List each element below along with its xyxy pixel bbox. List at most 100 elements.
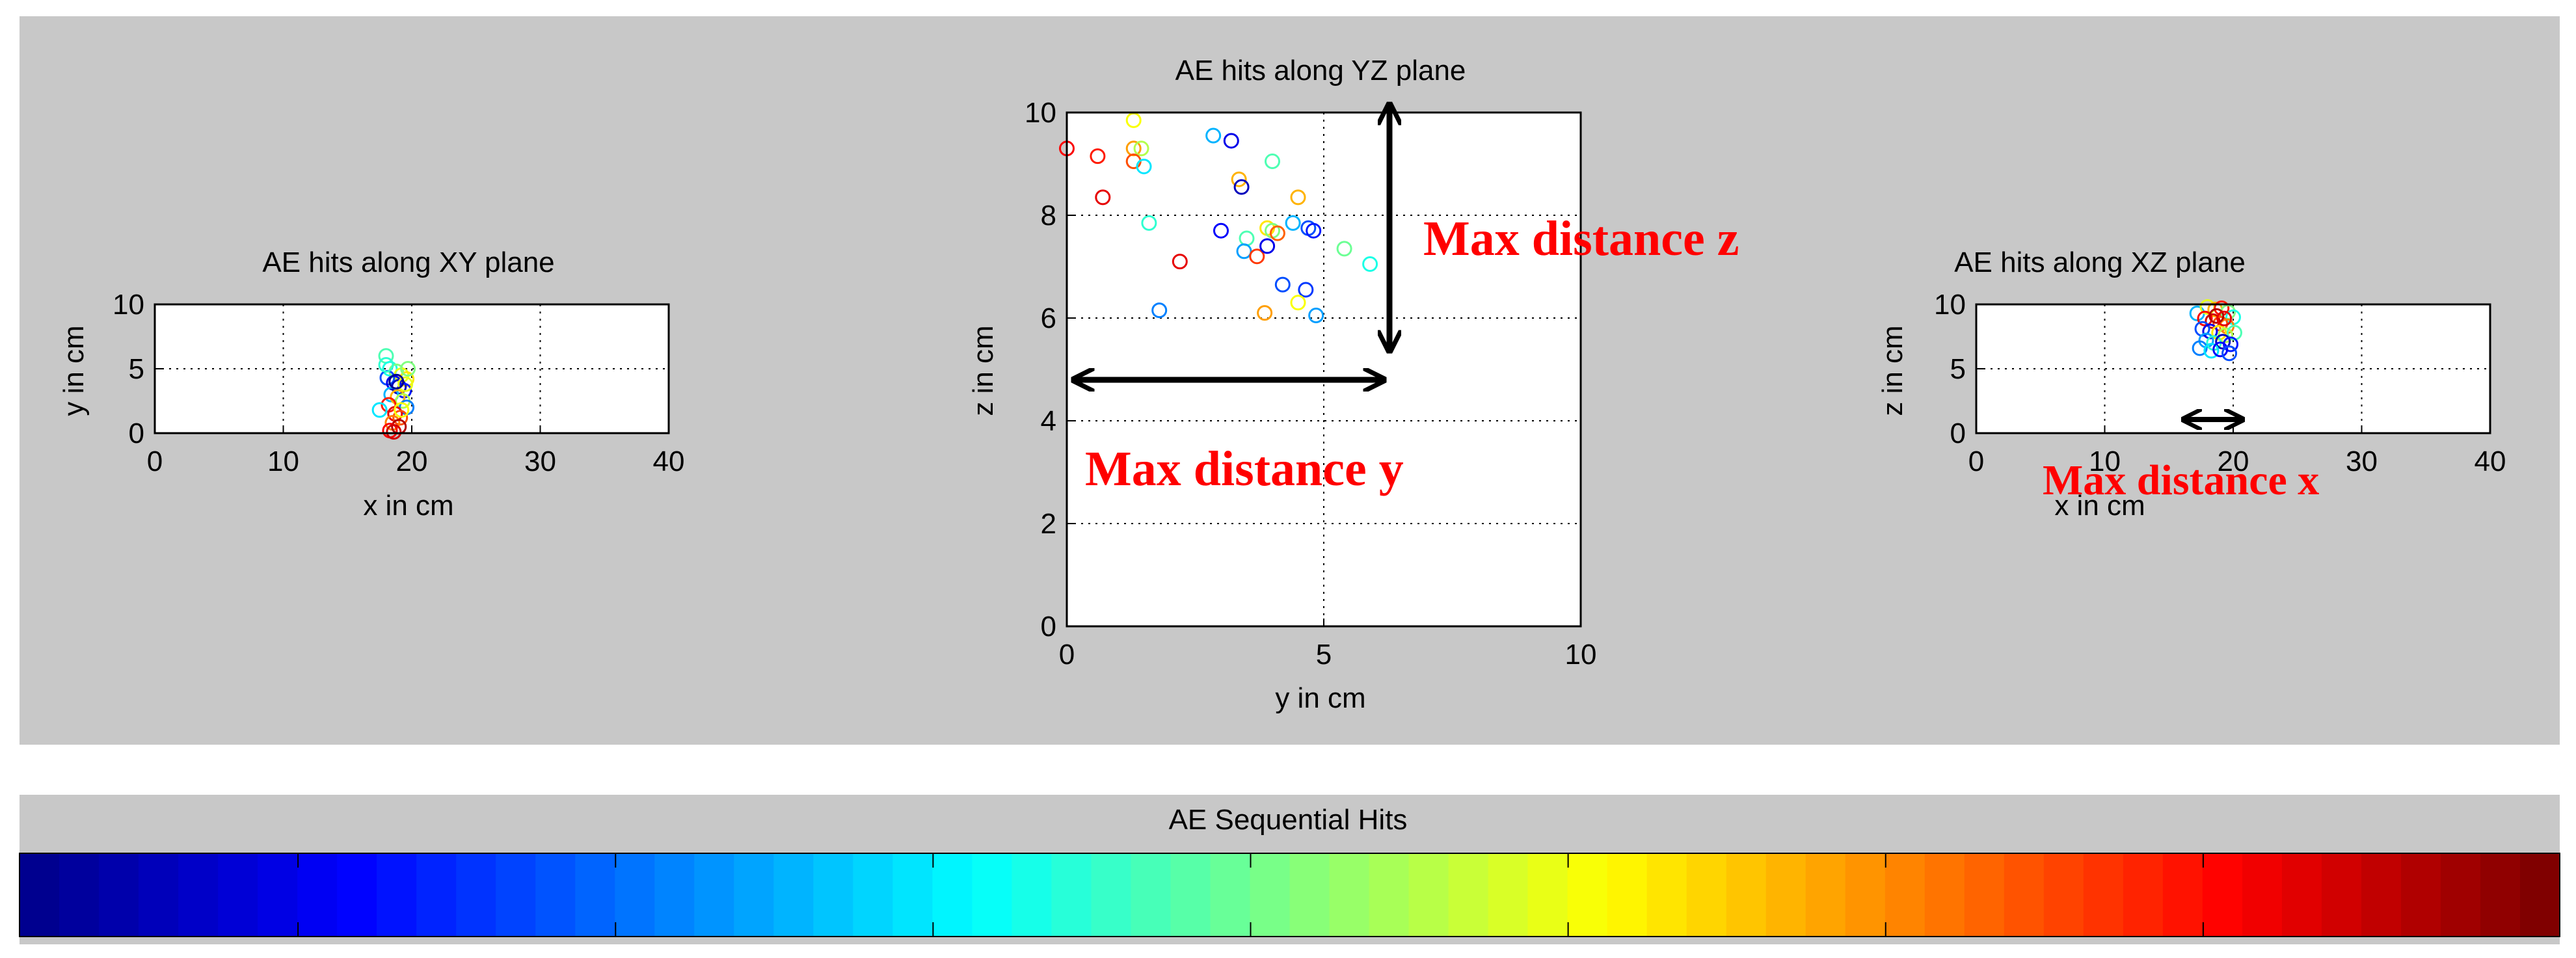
figure: AE hits along XY plane x in cm y in cm 0… bbox=[0, 0, 2576, 958]
colorbar-band bbox=[853, 853, 893, 937]
colorbar-band bbox=[1012, 853, 1052, 937]
colorbar-band bbox=[734, 853, 774, 937]
colorbar-band bbox=[1369, 853, 1410, 937]
yz-y-tick-label: 2 bbox=[1041, 508, 1056, 540]
colorbar-band bbox=[139, 853, 179, 937]
colorbar-band bbox=[2282, 853, 2322, 937]
colorbar-band bbox=[1925, 853, 1965, 937]
colorbar-band bbox=[2441, 853, 2481, 937]
colorbar-band bbox=[2520, 853, 2560, 937]
colorbar-band bbox=[972, 853, 1012, 937]
colorbar-band bbox=[1726, 853, 1767, 937]
colorbar-band bbox=[1607, 853, 1648, 937]
colorbar-band bbox=[1051, 853, 1092, 937]
max-distance-z-label: Max distance z bbox=[1423, 211, 1739, 266]
xz-x-tick-label: 30 bbox=[2346, 446, 2378, 477]
colorbar-band bbox=[1131, 853, 1171, 937]
xz-y-tick-label: 0 bbox=[1950, 418, 1966, 449]
xy-x-tick-label: 40 bbox=[653, 446, 685, 477]
colorbar-band bbox=[2242, 853, 2283, 937]
colorbar-band bbox=[1091, 853, 1131, 937]
yz-y-tick-label: 4 bbox=[1041, 405, 1056, 437]
colorbar-band bbox=[615, 853, 655, 937]
colorbar-band bbox=[694, 853, 734, 937]
colorbar-band bbox=[2361, 853, 2402, 937]
colorbar-band bbox=[1409, 853, 1449, 937]
max-distance-x-label: Max distance x bbox=[2043, 457, 2319, 504]
xz-y-tick-label: 5 bbox=[1950, 353, 1966, 385]
colorbar-band bbox=[496, 853, 536, 937]
colorbar-band bbox=[456, 853, 496, 937]
colorbar-title: AE Sequential Hits bbox=[1169, 804, 1408, 836]
colorbar-band bbox=[1330, 853, 1370, 937]
colorbar-band bbox=[337, 853, 377, 937]
colorbar-band bbox=[258, 853, 298, 937]
colorbar-band bbox=[892, 853, 933, 937]
colorbar-band bbox=[654, 853, 695, 937]
colorbar-band bbox=[2203, 853, 2243, 937]
colorbar-band bbox=[1170, 853, 1211, 937]
xy-plane-ylabel: y in cm bbox=[58, 325, 90, 416]
colorbar-band bbox=[1568, 853, 1608, 937]
xz-plane-ylabel: z in cm bbox=[1877, 325, 1909, 416]
xy-y-tick-label: 10 bbox=[113, 289, 144, 321]
colorbar-band bbox=[773, 853, 814, 937]
colorbar-band bbox=[2123, 853, 2164, 937]
yz-x-tick-label: 0 bbox=[1059, 639, 1075, 671]
yz-y-tick-label: 10 bbox=[1025, 97, 1056, 129]
xz-x-tick-label: 0 bbox=[1968, 446, 1984, 477]
yz-y-tick-label: 0 bbox=[1041, 611, 1056, 643]
yz-plane-xlabel: y in cm bbox=[1275, 682, 1365, 714]
colorbar-band bbox=[813, 853, 853, 937]
yz-y-tick-label: 6 bbox=[1041, 302, 1056, 334]
colorbar-band bbox=[1290, 853, 1330, 937]
colorbar-band bbox=[99, 853, 139, 937]
colorbar-band bbox=[59, 853, 100, 937]
xz-x-tick-label: 40 bbox=[2475, 446, 2506, 477]
xy-y-tick-label: 0 bbox=[129, 418, 144, 449]
colorbar-band bbox=[1687, 853, 1727, 937]
colorbar-band bbox=[377, 853, 417, 937]
colorbar-bands bbox=[20, 853, 2560, 937]
colorbar-band bbox=[20, 853, 60, 937]
colorbar-band bbox=[218, 853, 258, 937]
colorbar-band bbox=[932, 853, 973, 937]
xz-y-tick-label: 10 bbox=[1934, 289, 1966, 321]
colorbar-band bbox=[2401, 853, 2441, 937]
yz-plane-title: AE hits along YZ plane bbox=[1175, 55, 1466, 86]
colorbar-band bbox=[1528, 853, 1568, 937]
colorbar-band bbox=[1806, 853, 1846, 937]
colorbar-band bbox=[416, 853, 457, 937]
yz-plane-ylabel: z in cm bbox=[967, 325, 999, 416]
colorbar-band bbox=[1449, 853, 1489, 937]
colorbar-band bbox=[1647, 853, 1687, 937]
colorbar-band bbox=[535, 853, 576, 937]
colorbar-band bbox=[2084, 853, 2124, 937]
colorbar-band bbox=[1250, 853, 1290, 937]
colorbar-band bbox=[1965, 853, 2005, 937]
xy-plane-xlabel: x in cm bbox=[363, 490, 453, 522]
colorbar-band bbox=[178, 853, 219, 937]
colorbar-band bbox=[2163, 853, 2203, 937]
xz-plane-title: AE hits along XZ plane bbox=[1954, 246, 2246, 278]
colorbar-band bbox=[2044, 853, 2084, 937]
yz-x-tick-label: 10 bbox=[1565, 639, 1597, 671]
colorbar-band bbox=[1766, 853, 1806, 937]
yz-x-tick-label: 5 bbox=[1316, 639, 1332, 671]
colorbar-band bbox=[575, 853, 615, 937]
colorbar-band bbox=[2004, 853, 2045, 937]
colorbar-band bbox=[1885, 853, 1925, 937]
xy-y-tick-label: 5 bbox=[129, 353, 144, 385]
colorbar-band bbox=[1210, 853, 1250, 937]
xy-x-tick-label: 30 bbox=[524, 446, 556, 477]
xy-plane-title: AE hits along XY plane bbox=[262, 246, 554, 278]
xy-x-tick-label: 10 bbox=[267, 446, 299, 477]
colorbar-band bbox=[297, 853, 338, 937]
colorbar-band bbox=[2480, 853, 2521, 937]
colorbar-band bbox=[1488, 853, 1529, 937]
yz-y-tick-label: 8 bbox=[1041, 200, 1056, 232]
xy-x-tick-label: 0 bbox=[147, 446, 163, 477]
colorbar-band bbox=[1845, 853, 1886, 937]
colorbar-band bbox=[2322, 853, 2362, 937]
xy-x-tick-label: 20 bbox=[396, 446, 428, 477]
